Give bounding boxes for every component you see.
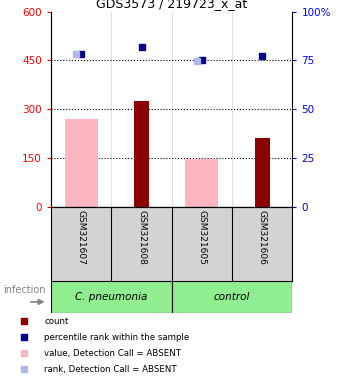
Bar	[65, 119, 98, 207]
Text: percentile rank within the sample: percentile rank within the sample	[44, 333, 189, 342]
Text: C. pneumonia: C. pneumonia	[75, 292, 148, 302]
FancyBboxPatch shape	[172, 281, 292, 313]
Bar	[255, 138, 270, 207]
Text: infection: infection	[3, 285, 46, 295]
Bar	[185, 159, 219, 207]
FancyBboxPatch shape	[51, 281, 172, 313]
Text: value, Detection Call = ABSENT: value, Detection Call = ABSENT	[44, 349, 181, 358]
Text: control: control	[214, 292, 250, 302]
Text: GSM321605: GSM321605	[198, 210, 206, 265]
Text: GSM321607: GSM321607	[77, 210, 86, 265]
Text: GSM321608: GSM321608	[137, 210, 146, 265]
Bar	[134, 101, 149, 207]
Text: rank, Detection Call = ABSENT: rank, Detection Call = ABSENT	[44, 365, 177, 374]
Text: GSM321606: GSM321606	[258, 210, 267, 265]
Text: count: count	[44, 316, 69, 326]
Title: GDS3573 / 219723_x_at: GDS3573 / 219723_x_at	[96, 0, 247, 10]
